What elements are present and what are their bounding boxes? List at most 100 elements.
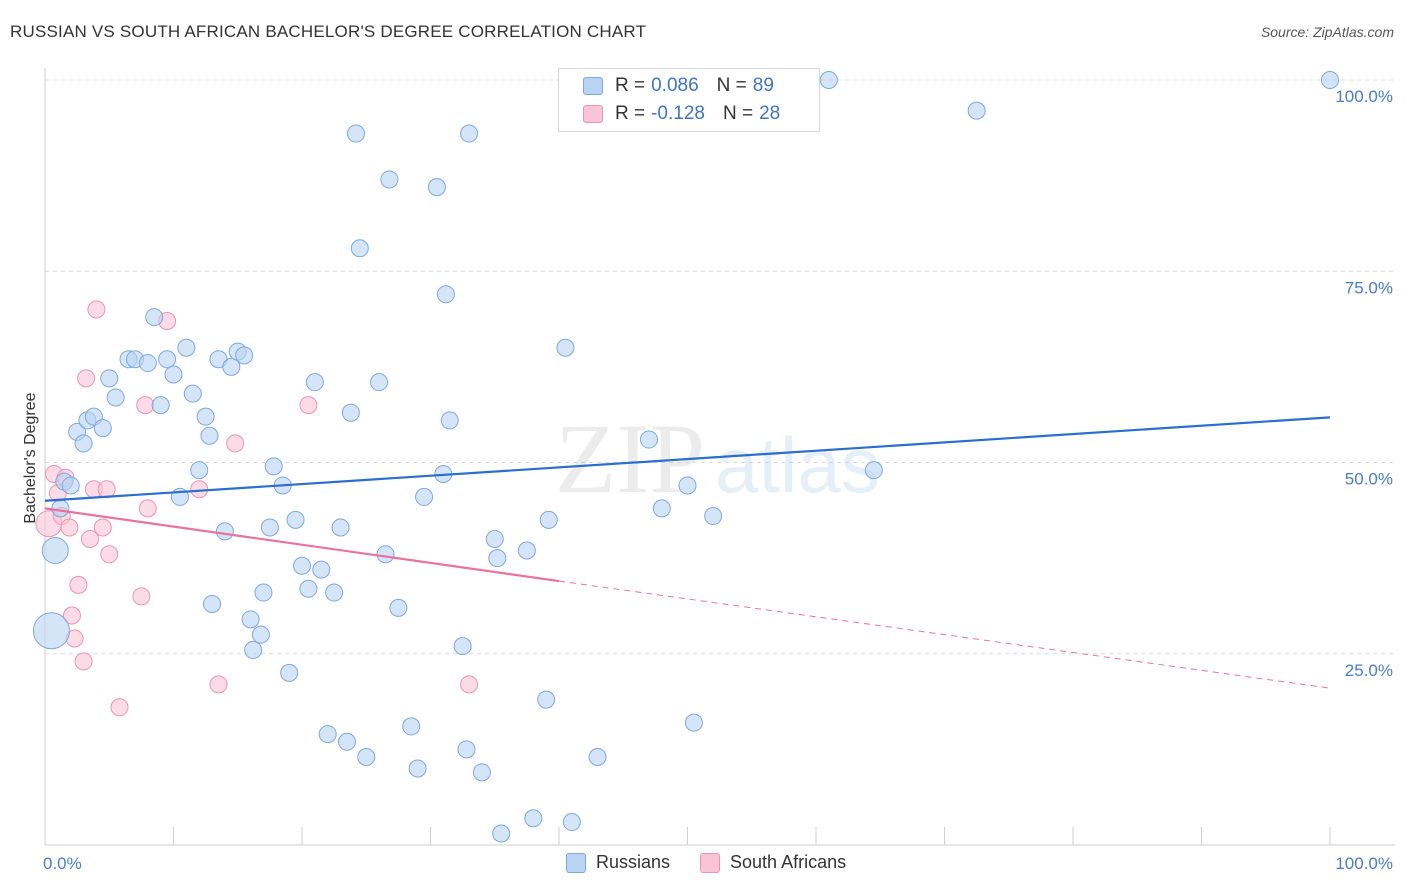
legend-row-south-africans: R = -0.128 N = 28: [583, 101, 780, 127]
legend-item-russians[interactable]: Russians: [566, 852, 670, 873]
russians-point: [524, 809, 543, 828]
russians-point: [485, 530, 504, 548]
russians-legend-label: Russians: [596, 852, 671, 872]
russians-swatch: [583, 77, 603, 95]
russians-point: [331, 518, 350, 537]
legend-n-value: 89: [752, 75, 774, 96]
legend-n-value: 28: [759, 103, 781, 124]
south-africans-point: [299, 396, 318, 415]
russians-point: [380, 170, 399, 189]
south-africans-point: [87, 300, 106, 319]
russians-point: [251, 625, 270, 644]
russians-point: [639, 430, 658, 449]
russians-point: [440, 411, 459, 430]
russians-point: [408, 759, 427, 778]
russians-point: [235, 346, 254, 365]
russians-point: [864, 461, 883, 480]
series-legend: Russians South Africans: [566, 852, 876, 873]
y-tick-label: 25.0%: [1345, 661, 1393, 680]
russians-point: [556, 338, 575, 357]
south-africans-point: [97, 480, 116, 499]
russians-point: [492, 824, 511, 843]
russians-point: [819, 71, 838, 89]
russians-point: [145, 308, 164, 327]
russians-point: [51, 499, 70, 518]
x-tick-label: 100.0%: [1335, 854, 1393, 873]
south-africans-trend-line: [44, 507, 560, 583]
south-africans-point: [132, 587, 151, 606]
russians-point: [346, 124, 365, 143]
russians-point: [312, 560, 331, 579]
russians-point: [967, 101, 986, 120]
x-tick-label: 0.0%: [43, 854, 82, 873]
russians-point: [196, 407, 215, 426]
russians-point: [222, 357, 241, 376]
legend-r-label: R =: [615, 103, 646, 124]
south-africans-point: [60, 518, 79, 537]
south-africans-legend-label: South Africans: [730, 852, 847, 872]
russians-point: [151, 396, 170, 415]
south-africans-point: [74, 652, 93, 671]
legend-r-value: -0.128: [651, 103, 705, 124]
south-africans-point: [460, 675, 479, 694]
legend-row-russians: R = 0.086 N = 89: [583, 73, 774, 99]
russians-point: [389, 598, 408, 617]
south-africans-point: [62, 606, 81, 625]
russians-point: [350, 239, 369, 258]
south-africans-swatch: [583, 105, 603, 123]
trend-lines: [44, 416, 1331, 689]
russians-point: [164, 365, 183, 384]
south-africans-point: [80, 530, 99, 548]
source-label: Source: ZipAtlas.com: [1260, 24, 1394, 40]
russians-point: [472, 763, 491, 782]
south-africans-point: [93, 518, 112, 537]
tick-labels: 25.0% 50.0% 75.0% 100.0% 0.0% 100.0%: [43, 87, 1393, 873]
south-africans-point: [136, 396, 155, 415]
russians-point: [415, 487, 434, 506]
russians-point: [100, 369, 119, 388]
russians-point: [244, 640, 263, 659]
russians-point: [299, 579, 318, 598]
watermark: ZIP atlas: [555, 403, 880, 514]
russians-point: [264, 457, 283, 476]
russians-point: [318, 725, 337, 744]
russians-point: [357, 748, 376, 767]
russians-point: [74, 434, 93, 453]
russians-trend-line: [44, 416, 1331, 502]
russians-point: [337, 732, 356, 751]
south-africans-point: [100, 545, 119, 564]
russians-point: [402, 717, 421, 736]
russians-point: [588, 748, 607, 767]
russians-point: [684, 713, 703, 732]
russians-point: [305, 373, 324, 392]
russians-point: [158, 350, 177, 369]
russians-point: [286, 510, 305, 529]
russians-point: [453, 637, 472, 656]
south-africans-point: [226, 434, 245, 453]
russians-point: [93, 419, 112, 438]
legend-n-label: N =: [722, 103, 754, 124]
russians-point: [460, 124, 479, 143]
south-africans-point: [110, 698, 129, 717]
russians-point: [427, 178, 446, 197]
legend-r-value: 0.086: [651, 75, 699, 96]
correlation-legend: R = 0.086 N = 89 R = -0.128 N = 28: [558, 68, 820, 132]
russians-point: [562, 813, 581, 832]
russians-point: [203, 595, 222, 614]
y-tick-label: 50.0%: [1345, 470, 1393, 489]
legend-item-south-africans[interactable]: South Africans: [700, 852, 846, 873]
russians-point: [241, 610, 260, 629]
russians-point: [517, 541, 536, 560]
chart-title: RUSSIAN VS SOUTH AFRICAN BACHELOR'S DEGR…: [10, 22, 647, 41]
south-africans-point: [209, 675, 228, 694]
russians-points: [32, 71, 1339, 843]
russians-point: [325, 583, 344, 602]
russians-point: [488, 549, 507, 568]
russians-point: [138, 354, 157, 373]
russians-point: [215, 522, 234, 541]
russians-point: [177, 338, 196, 357]
russians-point: [652, 499, 671, 518]
russians-point: [376, 545, 395, 564]
russians-point: [678, 476, 697, 495]
y-tick-label: 75.0%: [1345, 278, 1393, 297]
